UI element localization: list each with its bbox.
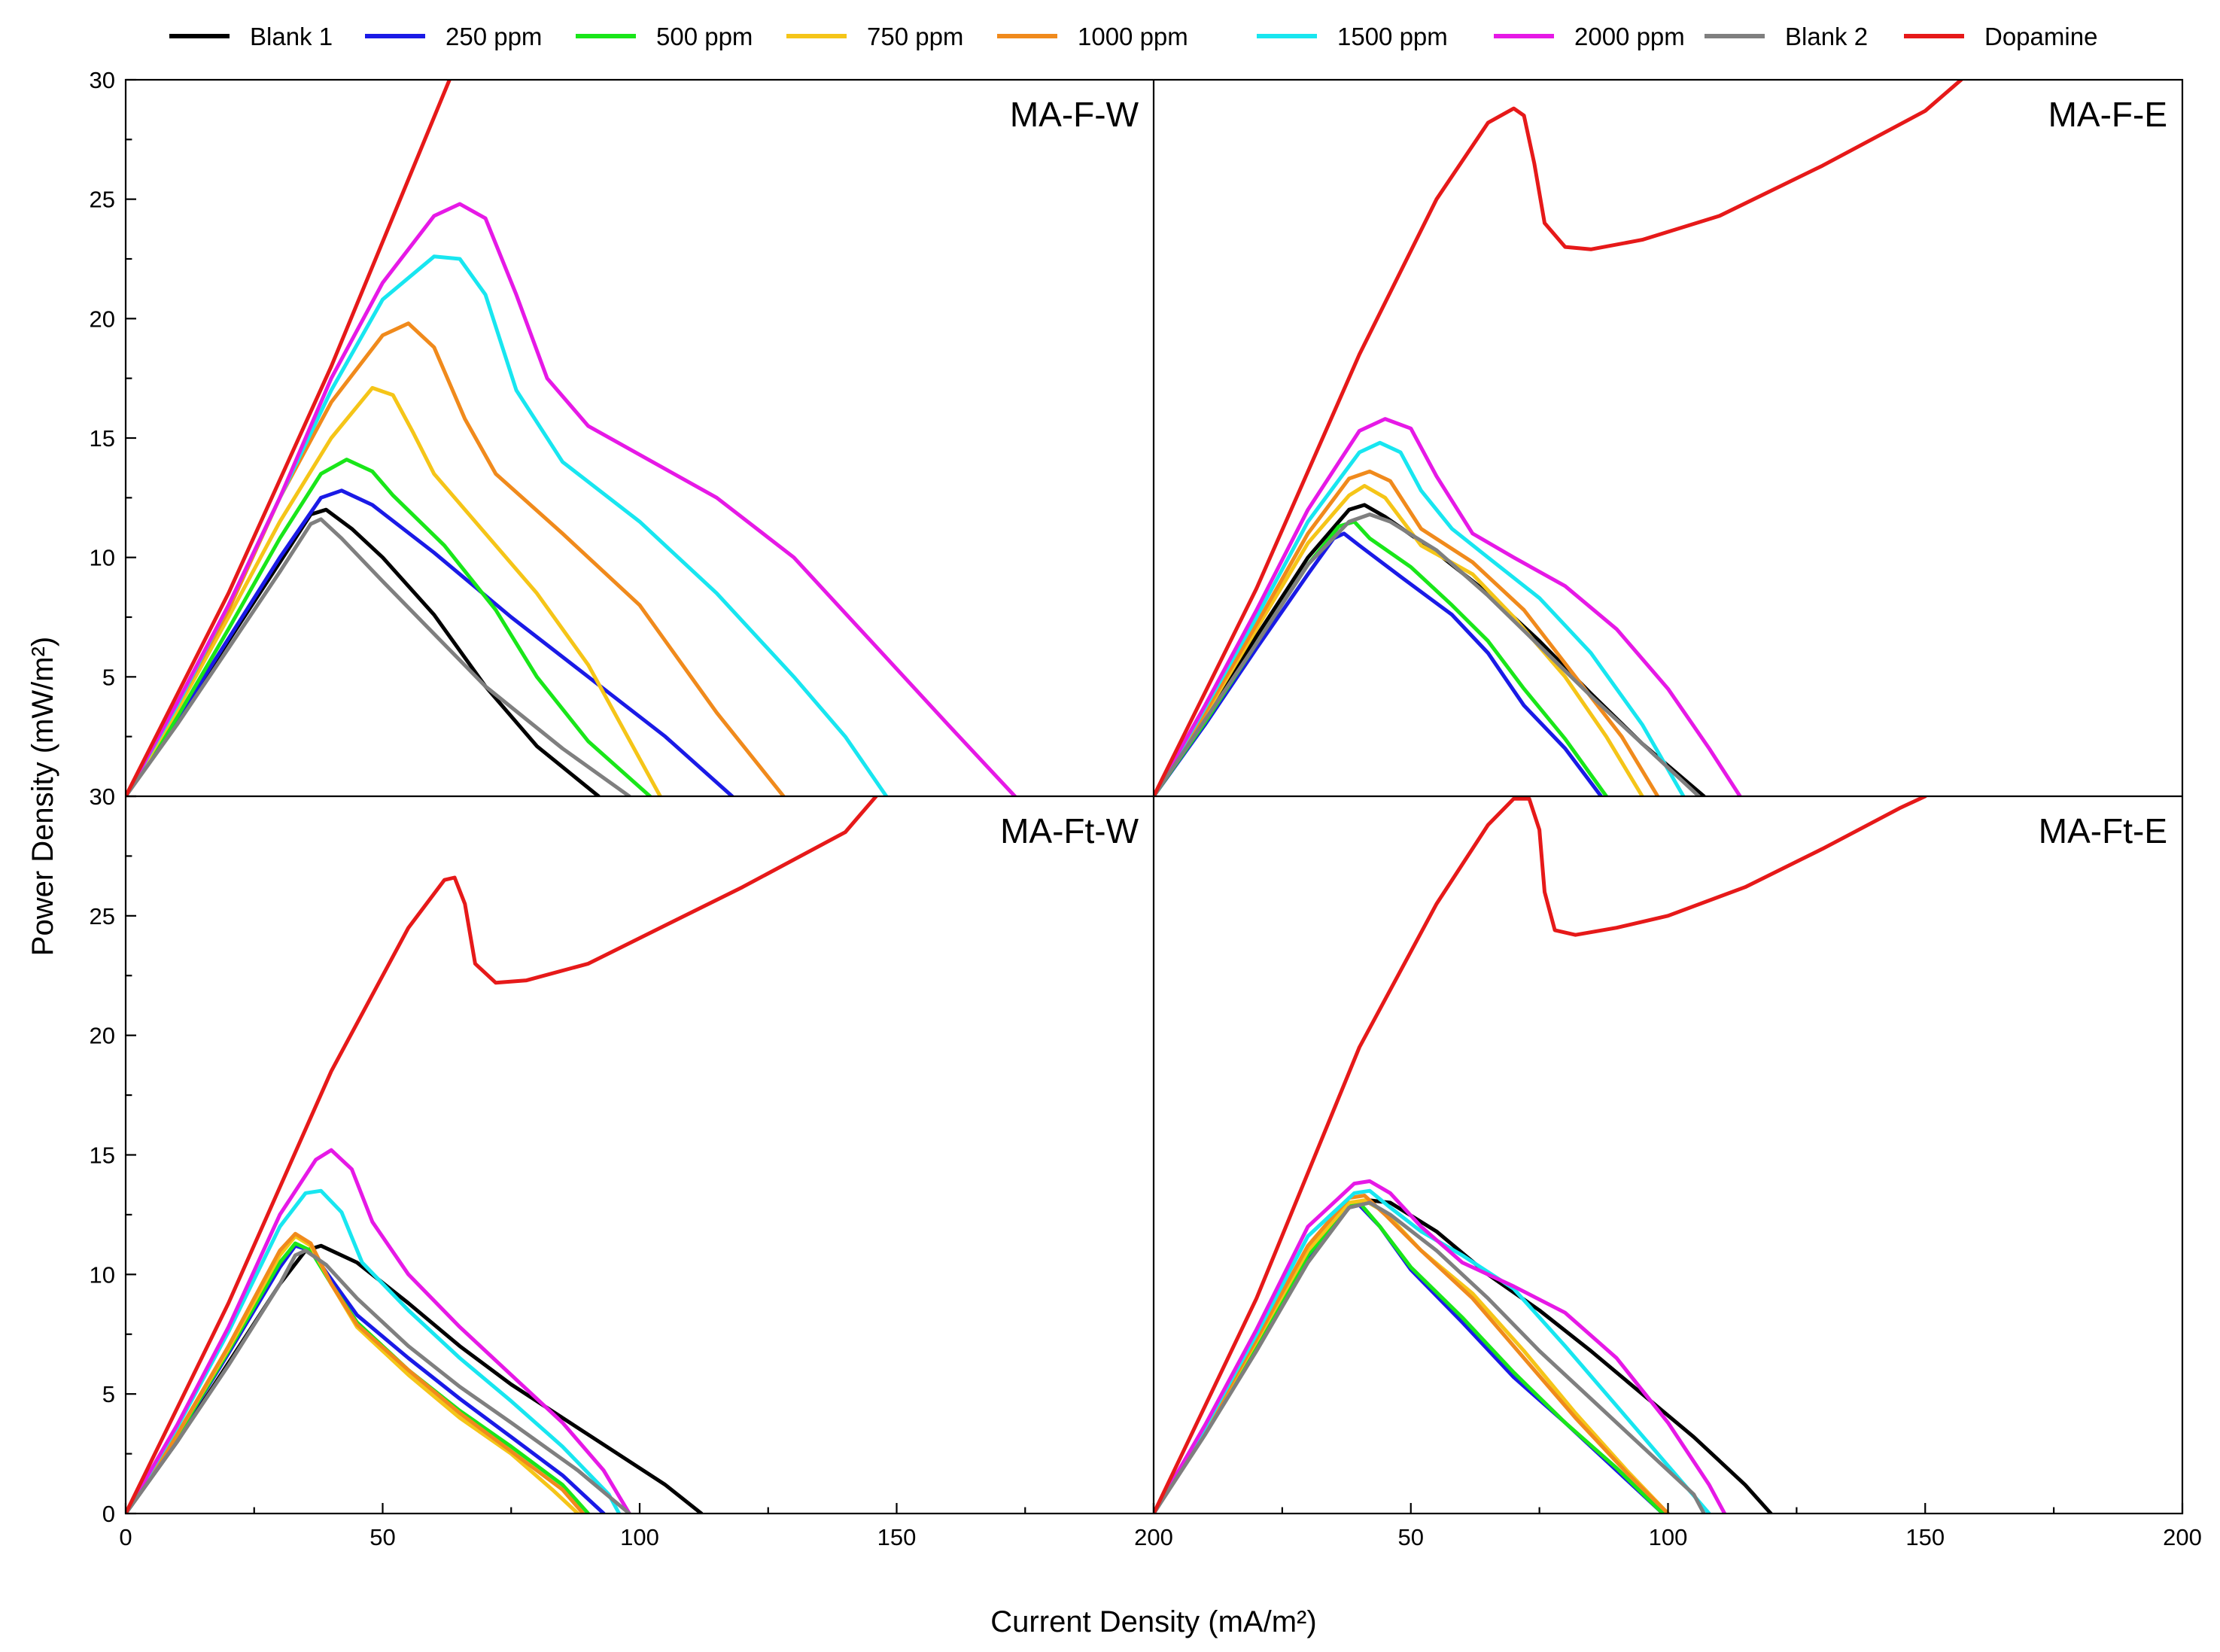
y-tick-label-bottom-3: 10 xyxy=(90,1261,115,1288)
panel-label-ma-ft-w: MA-Ft-W xyxy=(1000,811,1139,850)
series-line-ma-ft-e-750-ppm xyxy=(1154,1198,1670,1514)
legend: Blank 1 250 ppm 500 ppm 750 ppm 1000 ppm 1500… xyxy=(169,23,2097,50)
series-line-ma-ft-e-250-ppm xyxy=(1154,1203,1665,1514)
panel-label-ma-f-w: MA-F-W xyxy=(1010,95,1139,134)
series-line-ma-ft-e-2000-ppm xyxy=(1154,1179,1727,1514)
series-line-ma-f-e-250-ppm xyxy=(1154,531,1604,796)
x-tick-label-left-0: 0 xyxy=(119,1524,132,1550)
panel-labels: MA-F-W MA-F-E MA-Ft-W MA-Ft-E xyxy=(1000,95,2167,850)
legend-item-blank-1: Blank 1 xyxy=(169,23,333,50)
series-line-ma-f-w-750-ppm xyxy=(126,385,662,796)
x-axis-title: Current Density (mA/m²) xyxy=(990,1605,1316,1638)
y-tick-label-bottom-5: 0 xyxy=(102,1501,115,1527)
panel-ma-ft-e xyxy=(1154,796,1927,1514)
legend-item-500-ppm: 500 ppm xyxy=(576,23,753,50)
legend-item-1500-ppm: 1500 ppm xyxy=(1257,23,1448,50)
legend-item-250-ppm: 250 ppm xyxy=(365,23,542,50)
y-tick-label-top-1: 25 xyxy=(90,187,115,213)
ticks-layer: 0 50 100 150 200 50 100 150 20030252015105302520… xyxy=(90,67,2202,1550)
x-tick-label-left-50: 50 xyxy=(369,1524,395,1550)
series-line-ma-f-w-2000-ppm xyxy=(126,202,1017,796)
legend-label-1000-ppm: 1000 ppm xyxy=(1078,23,1188,50)
legend-label-2000-ppm: 2000 ppm xyxy=(1574,23,1685,50)
series-line-ma-ft-w-1500-ppm xyxy=(126,1188,622,1514)
series-line-ma-f-w-blank-2 xyxy=(126,517,631,796)
legend-label-blank-1: Blank 1 xyxy=(250,23,333,50)
series-line-ma-ft-e-500-ppm xyxy=(1154,1200,1665,1514)
legend-label-blank-2: Blank 2 xyxy=(1785,23,1868,50)
panel-ma-f-w xyxy=(126,80,1017,796)
plot-area: 0 50 100 150 200 50 100 150 20030252015105302520… xyxy=(90,67,2202,1550)
series-line-ma-f-w-500-ppm xyxy=(126,458,652,796)
series-line-ma-f-w-dopamine xyxy=(126,80,452,796)
y-tick-label-top-4: 10 xyxy=(90,545,115,571)
x-tick-label-right-150: 150 xyxy=(1905,1524,1945,1550)
series-line-ma-ft-w-blank-2 xyxy=(126,1249,631,1514)
legend-item-blank-2: Blank 2 xyxy=(1705,23,1868,50)
panel-ma-f-e xyxy=(1154,80,1963,796)
y-tick-label-bottom-1: 20 xyxy=(90,1023,115,1049)
legend-label-1500-ppm: 1500 ppm xyxy=(1337,23,1448,50)
series-line-ma-ft-e-1000-ppm xyxy=(1154,1194,1670,1514)
series-line-ma-ft-e-blank-2 xyxy=(1154,1200,1706,1514)
x-tick-label-right-50: 50 xyxy=(1398,1524,1424,1550)
y-tick-label-top-5: 5 xyxy=(102,664,115,690)
series-line-ma-ft-w-2000-ppm xyxy=(126,1148,631,1514)
x-tick-label-left-200: 200 xyxy=(1134,1524,1173,1550)
x-tick-label-right-100: 100 xyxy=(1649,1524,1688,1550)
series-line-ma-ft-e-dopamine xyxy=(1154,796,1927,1514)
series-layer xyxy=(126,80,1963,1514)
series-line-ma-f-e-1000-ppm xyxy=(1154,469,1660,796)
series-line-ma-f-e-1500-ppm xyxy=(1154,440,1686,796)
y-tick-label-top-0: 30 xyxy=(90,67,115,93)
legend-item-dopamine: Dopamine xyxy=(1904,23,2097,50)
y-tick-label-top-3: 15 xyxy=(90,425,115,452)
series-line-ma-ft-e-1500-ppm xyxy=(1154,1188,1711,1514)
y-tick-label-top-2: 20 xyxy=(90,306,115,332)
series-line-ma-ft-w-1000-ppm xyxy=(126,1231,585,1514)
legend-item-2000-ppm: 2000 ppm xyxy=(1494,23,1685,50)
y-tick-label-bottom-0: 25 xyxy=(90,903,115,929)
legend-label-dopamine: Dopamine xyxy=(1984,23,2097,50)
legend-label-750-ppm: 750 ppm xyxy=(867,23,963,50)
legend-label-250-ppm: 250 ppm xyxy=(446,23,542,50)
y-tick-label-bottom-2: 15 xyxy=(90,1142,115,1169)
series-line-ma-f-w-1500-ppm xyxy=(126,254,889,796)
y-tick-label-top-6: 30 xyxy=(90,783,115,810)
panel-label-ma-f-e: MA-F-E xyxy=(2048,95,2167,134)
series-line-ma-f-e-dopamine xyxy=(1154,80,1963,796)
x-tick-label-left-150: 150 xyxy=(877,1524,917,1550)
series-line-ma-f-e-blank-2 xyxy=(1154,513,1701,796)
y-tick-label-bottom-4: 5 xyxy=(102,1381,115,1407)
legend-label-500-ppm: 500 ppm xyxy=(656,23,753,50)
series-line-ma-f-e-2000-ppm xyxy=(1154,417,1742,796)
x-tick-label-left-100: 100 xyxy=(620,1524,659,1550)
series-line-ma-f-e-750-ppm xyxy=(1154,484,1644,796)
panel-ma-ft-w xyxy=(126,796,878,1514)
x-tick-label-right-200: 200 xyxy=(2163,1524,2202,1550)
series-line-ma-f-w-250-ppm xyxy=(126,488,734,796)
panel-label-ma-ft-e: MA-Ft-E xyxy=(2039,811,2167,850)
legend-item-750-ppm: 750 ppm xyxy=(786,23,963,50)
legend-item-1000-ppm: 1000 ppm xyxy=(997,23,1188,50)
series-line-ma-ft-w-500-ppm xyxy=(126,1241,591,1514)
series-line-ma-ft-w-dopamine xyxy=(126,796,878,1514)
y-axis-title: Power Density (mW/m²) xyxy=(26,637,59,956)
